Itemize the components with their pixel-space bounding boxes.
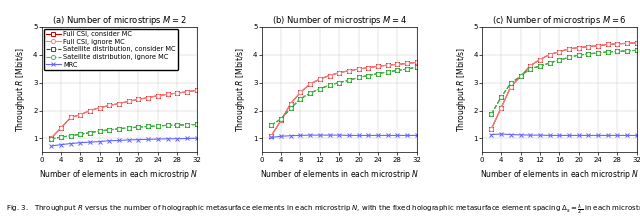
X-axis label: Number of elements in each microstrip $N$: Number of elements in each microstrip $N… xyxy=(259,168,419,181)
Title: (a) Number of microstrips $M=2$: (a) Number of microstrips $M=2$ xyxy=(52,13,186,27)
Y-axis label: Throughput $R$ [Mbit/s]: Throughput $R$ [Mbit/s] xyxy=(454,47,468,132)
X-axis label: Number of elements in each microstrip $N$: Number of elements in each microstrip $N… xyxy=(40,168,199,181)
Y-axis label: Throughput $R$ [Mbit/s]: Throughput $R$ [Mbit/s] xyxy=(234,47,248,132)
Legend: Full CSI, consider MC, Full CSI, ignore MC, Satellite distribution, consider MC,: Full CSI, consider MC, Full CSI, ignore … xyxy=(44,29,178,70)
Title: (b) Number of microstrips $M=4$: (b) Number of microstrips $M=4$ xyxy=(271,13,407,27)
Title: (c) Number of microstrips $M=6$: (c) Number of microstrips $M=6$ xyxy=(492,13,627,27)
X-axis label: Number of elements in each microstrip $N$: Number of elements in each microstrip $N… xyxy=(479,168,639,181)
Text: Fig. 3.   Throughput $R$ versus the number of holographic metasurface elements i: Fig. 3. Throughput $R$ versus the number… xyxy=(6,203,640,217)
Y-axis label: Throughput $R$ [Mbit/s]: Throughput $R$ [Mbit/s] xyxy=(14,47,28,132)
